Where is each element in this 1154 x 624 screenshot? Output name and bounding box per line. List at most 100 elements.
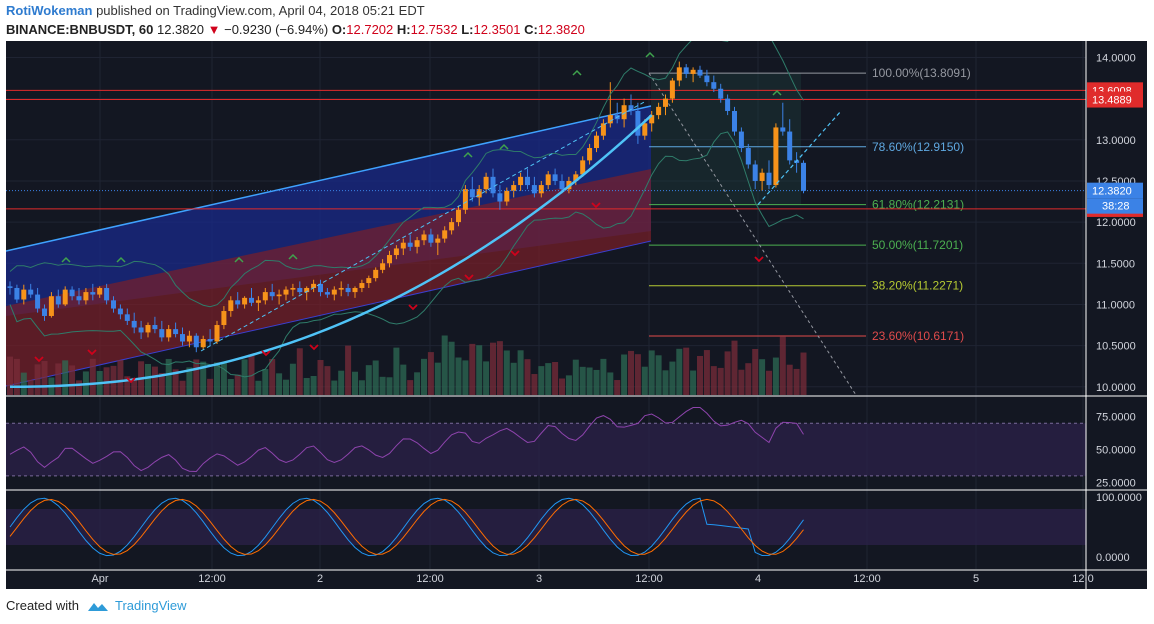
symbol-label: BINANCE:BNBUSDT, 60 [6,22,154,37]
price-label-text: 12.3820 [1092,186,1132,198]
channel-lower-line [5,240,652,387]
sell-signal-marker [510,250,520,257]
time-tick-label: 3 [536,573,542,585]
volume-bar [662,370,669,395]
chart-header-publish: RotiWokeman published on TradingView.com… [6,3,425,18]
stoch-tick-label: 100.0000 [1096,492,1142,504]
sell-signal-marker [309,344,319,351]
candle-body [352,287,358,293]
sell-signal-marker [408,304,418,311]
fib-level-label: 78.60%(12.9150) [872,140,964,154]
price-chart[interactable]: 100.00%(13.8091) 78.60%(12.9150) 61.80%(12… [5,19,1147,589]
candle-body [124,314,130,321]
close-value: 12.3820 [537,22,585,37]
tradingview-link[interactable]: TradingView [114,598,187,613]
volume-bar [766,370,772,395]
axes: 14.000013.500013.000012.500012.000011.50… [6,41,1143,589]
high-value: 12.7532 [410,22,458,37]
time-tick-label: 5 [973,573,979,585]
stoch-band [6,509,1086,545]
signal-markers [34,51,782,384]
buy-signal-marker [645,51,655,58]
volume-bar [303,378,310,395]
volume-bar [531,374,538,395]
sell-signal-marker [261,350,271,357]
candle-body [607,115,613,124]
fib-level-label: 100.00%(13.8091) [872,66,971,80]
volume-bar [269,359,276,395]
volume-bar [552,361,559,395]
volume-bar [55,363,62,395]
candle-body [697,69,703,76]
candle-body [676,67,682,81]
chart-header-ohlc: BINANCE:BNBUSDT, 60 12.3820 ▼ −0.9230 (−… [6,22,585,37]
sell-signal-marker [464,274,474,281]
candle-body [663,98,668,107]
candle-body [801,162,806,191]
volume-bar [220,362,227,395]
candle-body [690,69,696,74]
time-tick-label: 12:0 [1072,573,1093,585]
volume-bar [759,359,766,395]
bollinger-lower-band [9,131,804,378]
candle-body [766,172,772,186]
volume-bar [800,352,807,395]
volume-bar [752,348,759,395]
time-tick-label: Apr [91,573,108,585]
candle-body [138,327,144,333]
volume-bar [600,358,607,395]
created-with-label: Created with [6,598,79,613]
volume-bar [717,367,724,395]
chart-container[interactable]: 100.00%(13.8091) 78.60%(12.9150) 61.80%(12… [5,19,1147,589]
time-tick-label: 12:00 [635,573,663,585]
time-tick-label: 12:00 [416,573,444,585]
candle-body [725,98,731,111]
moving-average-curve [9,114,653,389]
volume-bar [372,360,379,395]
candle-body [255,300,261,303]
candle-body [573,174,579,181]
candle-body [587,148,593,161]
volume-bar [490,342,496,395]
candle-body [104,287,110,301]
volume-bar [690,370,697,395]
volume-bar [131,377,138,395]
volume-bar [352,371,358,395]
author-name[interactable]: RotiWokeman [6,3,93,18]
candle-body [76,296,82,301]
upper-regression-channel [6,106,651,316]
volume-bar [62,360,69,395]
rsi-tick-label: 50.0000 [1096,445,1136,457]
volume-bar [476,345,483,395]
candle-body [773,127,779,186]
volume-bar [7,356,13,395]
volume-bar [193,359,200,395]
dashed-trend-line [200,100,647,352]
stoch-tick-label: 0.0000 [1096,552,1130,564]
candle-body [497,193,503,202]
volume-bar [317,359,324,395]
volume-bar [214,362,220,395]
buy-signal-marker [463,151,473,158]
rsi-line [9,407,804,473]
candle-body [545,174,551,186]
fib-trend-line [648,72,857,396]
volume-bar [414,372,421,395]
volume-bar [172,369,179,395]
indicator-panes [6,395,1147,571]
volume-bar [559,378,565,395]
volume-bar [772,357,779,395]
price-tick-label: 11.0000 [1096,299,1135,311]
rsi-band [6,423,1086,476]
high-label: H: [396,22,411,37]
open-value: 12.7202 [346,22,394,37]
rsi-tick-label: 25.0000 [1096,477,1136,489]
candle-body [297,287,303,293]
candle-body [718,88,724,99]
volume-bar [338,370,345,395]
volume-bar [20,372,27,395]
volume-bar [207,378,214,395]
volume-bar [579,366,586,395]
candle-body [152,325,158,330]
candle-body [290,287,296,290]
